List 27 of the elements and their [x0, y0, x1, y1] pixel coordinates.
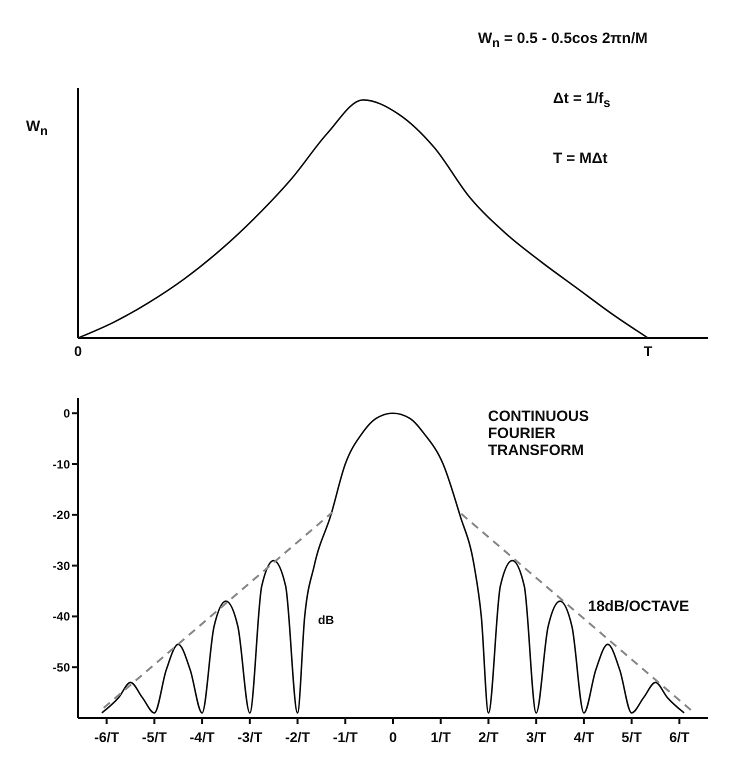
annotation: CONTINUOUS FOURIER TRANSFORM	[488, 408, 590, 459]
y-tick-label: -50	[52, 660, 70, 674]
y-axis-title: W$_{n}$	[26, 118, 48, 138]
y-tick-label: -40	[52, 610, 70, 624]
x-tick-label: -3/T	[237, 729, 263, 745]
x-tick-label: -5/T	[142, 729, 168, 745]
x-tick-label: 0	[389, 729, 398, 745]
y-tick-label: -30	[52, 558, 70, 573]
y-tick-label: -10	[52, 457, 70, 472]
x-tick-label: 5/T	[622, 729, 642, 745]
x-tick-label: T	[644, 342, 653, 359]
annotation: T = MΔt	[553, 150, 608, 167]
x-tick-label: -2/T	[285, 729, 310, 745]
x-tick-label: 1/T	[430, 729, 452, 745]
x-tick-label: 3/T	[526, 729, 547, 745]
y-axis-title: dB	[318, 613, 334, 627]
x-tick-label: -6/T	[94, 729, 120, 745]
x-tick-label: 2/T	[478, 729, 500, 745]
annotation: Δt = 1/f$_{s}$	[553, 90, 610, 110]
annotation: 18dB/OCTAVE	[588, 598, 690, 615]
text: W$_{n}$ = 0.5 - 0.5cos 2πn/M	[478, 30, 648, 50]
x-tick-label: 6/T	[669, 729, 690, 745]
y-tick-label: -20	[52, 508, 70, 522]
x-tick-label: 4/T	[574, 729, 594, 745]
y-tick-label: 0	[63, 406, 70, 420]
x-tick-label: -1/T	[332, 729, 358, 745]
x-tick-label: -4/T	[190, 729, 215, 745]
